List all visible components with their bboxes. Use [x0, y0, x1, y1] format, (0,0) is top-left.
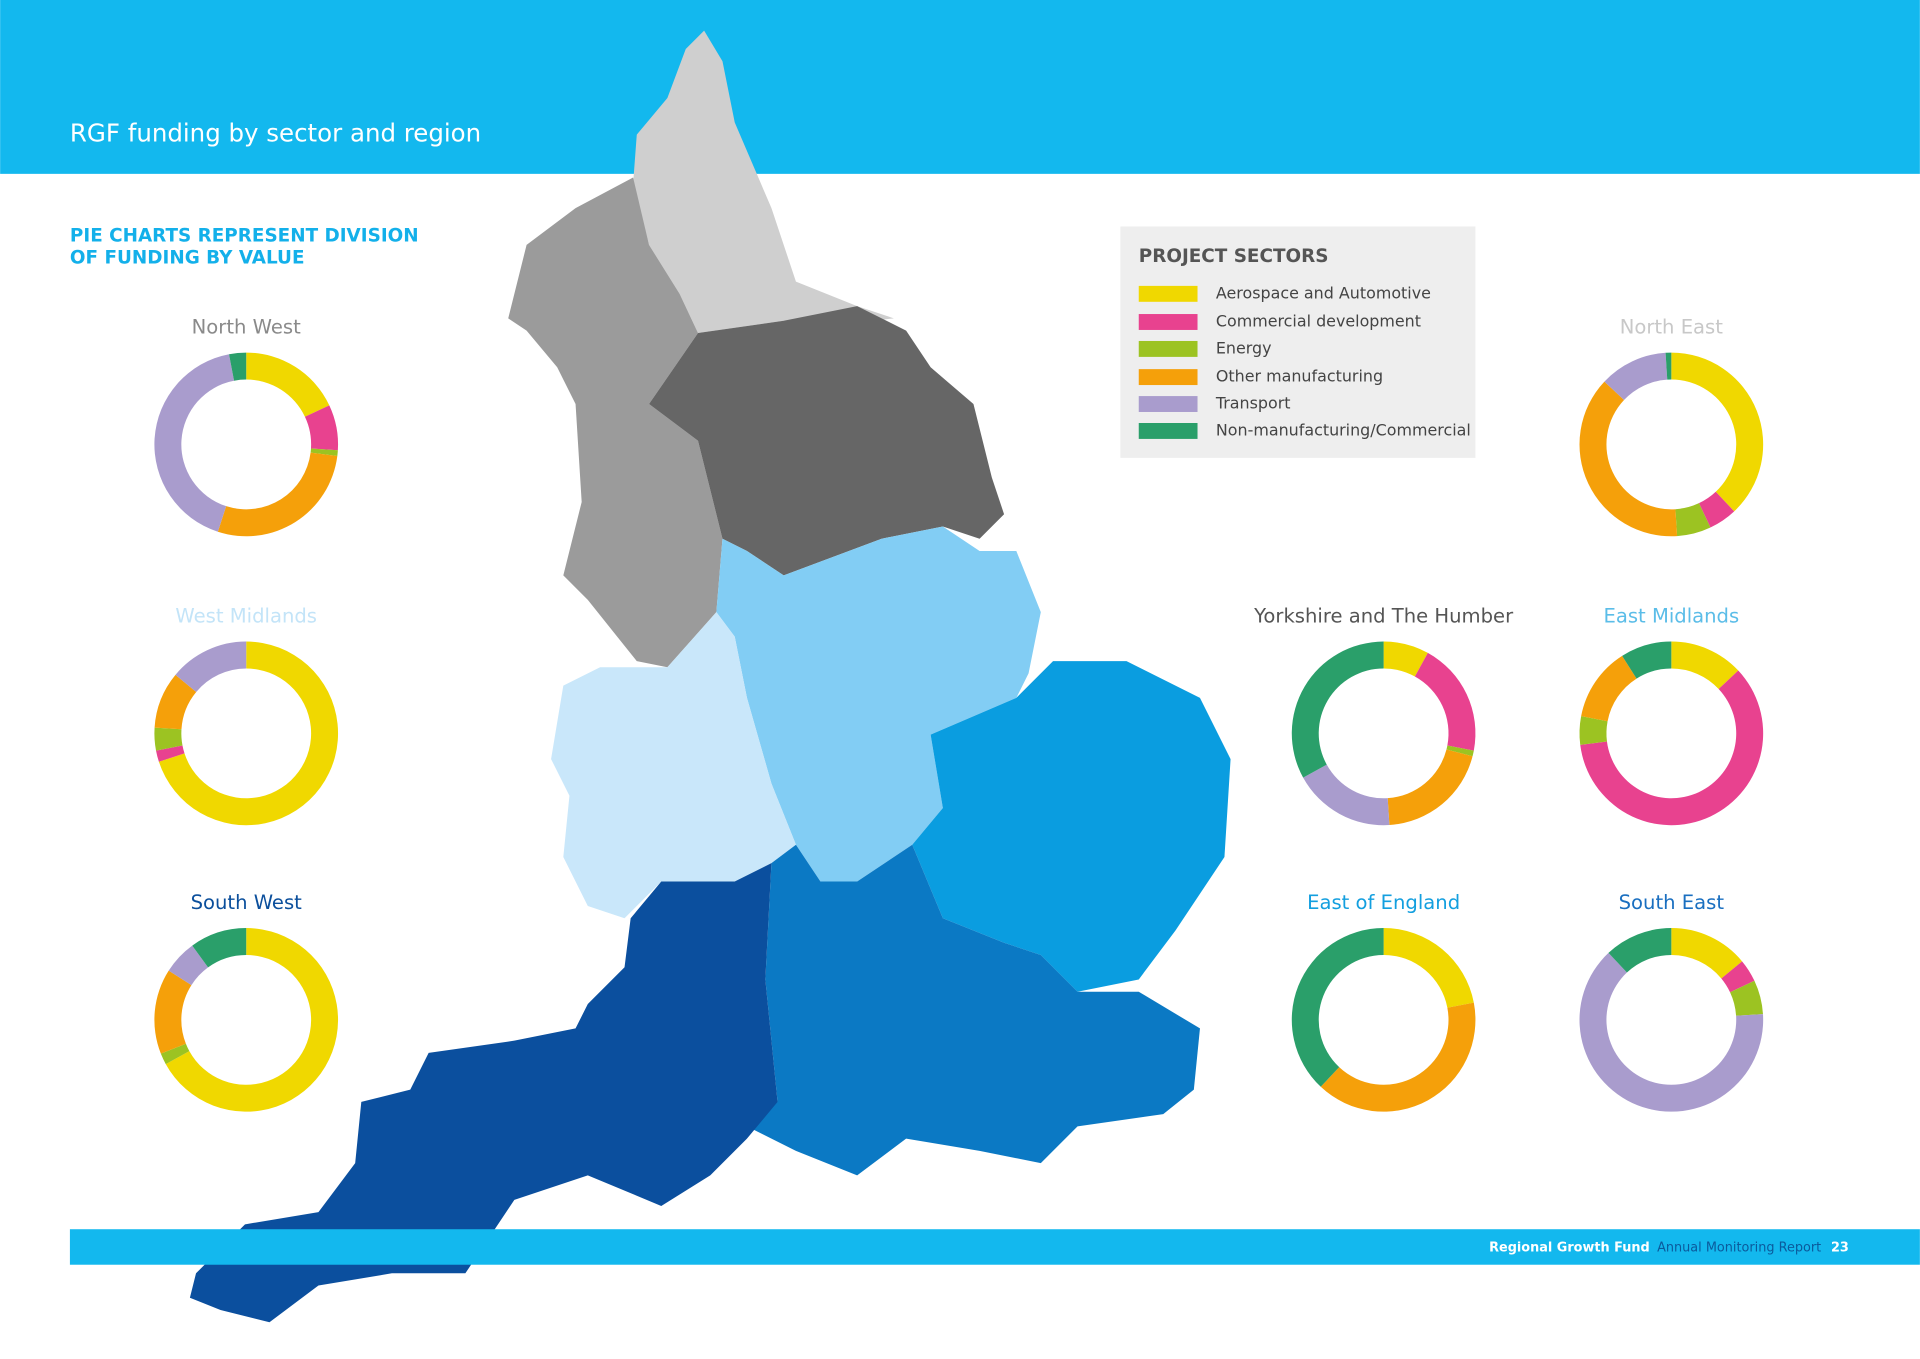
chart-title: North East	[1620, 316, 1724, 339]
map-region	[508, 177, 723, 668]
donut-segment	[154, 970, 192, 1054]
donut-segment	[154, 354, 235, 532]
donut-segment	[1665, 352, 1672, 380]
donut-segment	[168, 945, 209, 986]
donut-segment	[1414, 652, 1476, 751]
donut-segment	[1580, 670, 1764, 826]
map-region	[551, 612, 796, 919]
chart-title: South West	[191, 891, 303, 914]
donut-segment	[1446, 745, 1474, 757]
map-region	[716, 526, 1041, 882]
donut-segment	[1291, 641, 1384, 778]
legend-label: Energy	[1216, 338, 1272, 357]
donut-segment	[246, 352, 330, 417]
legend-swatch	[1138, 396, 1198, 412]
donut-segment	[229, 352, 247, 381]
header-bar	[0, 0, 1920, 174]
footer-publication: Regional Growth Fund	[1489, 1240, 1650, 1255]
subtitle-line: OF FUNDING BY VALUE	[70, 247, 305, 268]
donut-segment	[1721, 961, 1755, 993]
map-region	[912, 661, 1231, 992]
donut-segment	[1622, 641, 1672, 679]
legend-label: Other manufacturing	[1216, 367, 1383, 386]
donut-segment	[1320, 1002, 1476, 1112]
footer-bar	[69, 1229, 1920, 1265]
legend-swatch	[1138, 423, 1198, 439]
chart-title: Yorkshire and The Humber	[1253, 605, 1514, 628]
donut-segment	[1303, 764, 1390, 826]
donut-segment	[1291, 928, 1384, 1087]
footer-page: 23	[1831, 1240, 1849, 1255]
donut-segment	[1579, 952, 1764, 1112]
legend-swatch	[1138, 285, 1198, 302]
legend-swatch	[1138, 314, 1198, 330]
donut-segment	[1387, 749, 1473, 826]
map	[189, 30, 1231, 1323]
donut-segment	[1604, 352, 1668, 401]
map-region	[189, 863, 778, 1323]
chart-title: North West	[192, 316, 301, 339]
subtitle-line: PIE CHARTS REPRESENT DIVISION	[70, 225, 419, 246]
legend-label: Transport	[1215, 394, 1291, 413]
donut-segment	[1579, 381, 1678, 537]
donut-segment	[156, 745, 185, 762]
legend-swatch	[1138, 369, 1198, 386]
donut-segment	[165, 928, 339, 1112]
donut-segment	[1671, 928, 1743, 979]
donut-segment	[1383, 928, 1474, 1008]
chart-title: East Midlands	[1603, 605, 1739, 628]
donut-segment	[1579, 716, 1608, 745]
legend-swatch	[1138, 340, 1198, 357]
legend-label: Aerospace and Automotive	[1216, 283, 1431, 302]
legend: PROJECT SECTORS Aerospace and Automotive…	[1120, 226, 1476, 458]
donut-segment	[1671, 641, 1739, 689]
donut-segment	[158, 641, 339, 826]
donut-segment	[1698, 491, 1735, 528]
donut-segment	[1581, 655, 1637, 722]
donut-segment	[1671, 352, 1764, 512]
donut-segment	[1608, 928, 1672, 973]
donut-segment	[1675, 503, 1711, 537]
donut-charts: North West North East West Midlands South W…	[154, 316, 1764, 1112]
legend-label: Commercial development	[1216, 311, 1421, 330]
page-title: RGF funding by sector and region	[70, 119, 481, 148]
donut-segment	[310, 448, 338, 456]
map-region	[633, 30, 894, 334]
map-region	[649, 306, 1005, 576]
legend-title: PROJECT SECTORS	[1139, 246, 1329, 267]
donut-segment	[175, 641, 247, 693]
donut-segment	[217, 452, 338, 537]
map-region	[734, 844, 1200, 1176]
donut-segment	[160, 1043, 190, 1065]
donut-segment	[1730, 980, 1763, 1016]
footer-report: Annual Monitoring Report	[1657, 1240, 1821, 1255]
donut-segment	[154, 727, 183, 751]
chart-title: South East	[1619, 891, 1725, 914]
donut-segment	[154, 674, 197, 730]
donut-segment	[192, 928, 247, 968]
legend-label: Non-manufacturing/Commercial	[1216, 420, 1471, 439]
chart-title: West Midlands	[175, 605, 317, 628]
donut-segment	[1383, 641, 1428, 677]
donut-segment	[304, 405, 339, 451]
footer-text: Regional Growth Fund Annual Monitoring Re…	[1489, 1240, 1849, 1255]
chart-title: East of England	[1307, 891, 1460, 914]
